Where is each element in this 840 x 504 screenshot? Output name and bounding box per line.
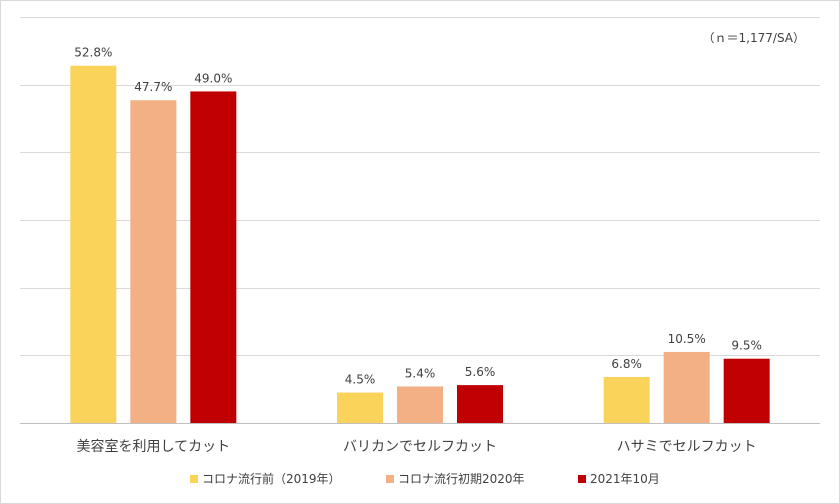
bar [663,351,710,423]
bar [603,376,650,423]
category-label: 美容室を利用してカット [77,438,231,455]
bar [457,385,503,423]
data-label: 9.5% [731,339,762,353]
bar [397,386,443,423]
data-label: 6.8% [611,357,642,371]
legend-swatch [578,475,586,483]
bar [130,100,177,423]
legend-label: コロナ流行前（2019年） [202,471,341,486]
data-label: 5.4% [405,366,436,380]
legend-swatch [386,475,394,483]
bar [190,91,237,423]
data-labels: 52.8% 47.7% 49.0% 4.5% 5.4% 5.6% 6.8% 10.5% 9.5% [74,46,762,387]
data-label: 4.5% [345,373,376,387]
data-label: 47.7% [134,80,172,94]
data-label: 49.0% [194,71,232,85]
category-labels: 美容室を利用してカット バリカンでセルフカット ハサミでセルフカット [77,438,757,455]
sample-size-note: （ｎ＝1,177/SA） [703,31,805,45]
data-label: 5.6% [465,365,496,379]
category-label: ハサミでセルフカット [617,439,757,455]
legend-label: 2021年10月 [590,472,660,486]
bar [70,65,117,423]
data-label: 10.5% [668,332,706,346]
bar [337,392,383,423]
legend-swatch [190,475,198,483]
legend: コロナ流行前（2019年） コロナ流行初期2020年 2021年10月 [190,471,660,486]
bars [70,65,770,423]
category-label: バリカンでセルフカット [343,439,497,455]
legend-label: コロナ流行初期2020年 [398,472,525,486]
data-label: 52.8% [74,46,112,60]
bar [723,358,770,423]
